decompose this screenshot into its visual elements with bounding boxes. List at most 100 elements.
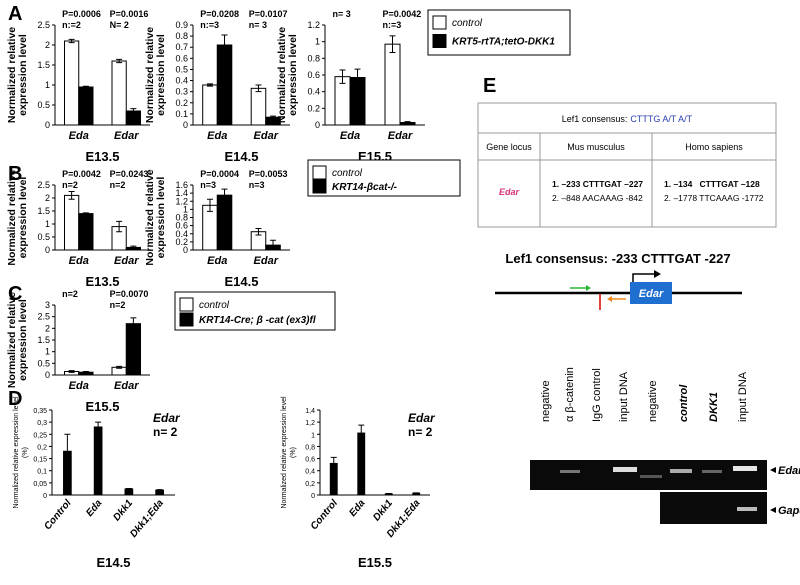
table-header: Mus musculus (567, 142, 625, 152)
bar (111, 60, 127, 126)
y-axis-label: Normalized relative (6, 169, 18, 265)
legend-box (427, 9, 571, 56)
error-bar (82, 212, 89, 215)
y-axis-label: expression level (287, 34, 299, 116)
annotation: n:=2 (62, 20, 81, 30)
y-tick-label: 1.2 (175, 196, 188, 206)
panel-letter: C (8, 283, 22, 305)
bar (250, 87, 267, 126)
subtitle: E13.5 (86, 149, 120, 164)
y-axis-label: Normalized relative (6, 27, 18, 123)
y-tick-label: 0.1 (175, 109, 188, 119)
y-tick-label: 0,8 (305, 444, 315, 451)
y-tick-label: 3 (45, 300, 50, 310)
legend-label: control (452, 18, 483, 29)
y-axis-label: Normalized relative (144, 169, 156, 265)
bar (216, 194, 233, 251)
y-tick-label: 0.5 (37, 100, 50, 110)
gene-box-label: Edar (639, 288, 664, 300)
legend-box (307, 159, 461, 197)
table-cell: 1. –134 CTTTGAT –128 (664, 179, 760, 189)
panel-letter: D (8, 388, 22, 410)
legend-label: KRT5-rtTA;tetO-DKK1 (452, 37, 555, 48)
error-bar (68, 370, 75, 373)
y-axis-label: Normalized relative expression level (13, 396, 20, 508)
bar (202, 84, 218, 126)
error-bar (68, 191, 75, 200)
bar (384, 43, 401, 126)
lane-label: input DNA (618, 371, 630, 422)
table-gene: Edar (499, 187, 520, 197)
table-cell: 2. –1778 TTCAAAG -1772 (664, 193, 764, 203)
y-tick-label: 0,3 (37, 420, 47, 427)
x-tick-label: Control (42, 498, 73, 532)
error-bar (130, 108, 137, 114)
error-bar (64, 433, 71, 469)
subtitle: E15.5 (86, 399, 120, 414)
y-tick-label: 0 (183, 245, 188, 255)
y-tick-label: 0 (183, 120, 188, 130)
error-bar (130, 245, 137, 250)
annotation: P=0.0053 (249, 169, 288, 179)
y-tick-label: 0.5 (37, 358, 50, 368)
annotation: P=0.0004 (200, 169, 239, 179)
gene-diagram (495, 270, 742, 310)
y-tick-label: 0,15 (33, 457, 47, 464)
y-tick-label: 0,05 (33, 481, 47, 488)
y-tick-label: 0 (45, 370, 50, 380)
y-tick-label: 1,4 (305, 408, 315, 415)
legend-label: control (199, 300, 230, 311)
y-tick-label: 0,35 (33, 408, 47, 415)
y-tick-label: 0.2 (307, 103, 320, 113)
error-bar (255, 84, 262, 93)
y-tick-label: 0,4 (305, 469, 315, 476)
y-tick-label: 1 (45, 80, 50, 90)
panel-letter: B (8, 163, 22, 185)
lane-label: input DNA (737, 371, 749, 422)
y-tick-label: 1.5 (37, 206, 50, 216)
bar (93, 426, 103, 496)
x-tick-label: Edar (114, 130, 139, 142)
annotation: n=3 (249, 180, 265, 190)
y-tick-label: 2.5 (37, 180, 50, 190)
x-tick-label: Eda (84, 498, 104, 519)
error-bar (82, 371, 89, 374)
panel-letter: A (8, 3, 22, 25)
annotation: n=3 (200, 180, 216, 190)
y-tick-label: 0.3 (175, 87, 188, 97)
bar (216, 44, 233, 126)
y-axis-label: Normalized relative (6, 292, 18, 388)
lane-label: DKK1 (708, 392, 720, 422)
annotation: P=0.0208 (200, 9, 239, 19)
x-tick-label: Eda (347, 498, 367, 519)
x-tick-label: Edar (254, 255, 279, 267)
y-tick-label: 0,2 (305, 481, 315, 488)
annotation: n= 3 (249, 20, 267, 30)
bar (64, 194, 80, 251)
lane-label: α β-catenin (564, 367, 576, 422)
error-bar (206, 83, 213, 87)
annotation: n:=3 (383, 20, 402, 30)
bar (125, 323, 141, 376)
x-tick-label: Control (309, 498, 340, 532)
y-tick-label: 0.2 (175, 237, 188, 247)
y-tick-label: 0.9 (175, 20, 188, 30)
y-axis-label: Normalized relative (276, 27, 288, 123)
note: Edar (153, 411, 181, 425)
y-tick-label: 0.4 (175, 229, 188, 239)
y-tick-label: 0.5 (37, 232, 50, 242)
lane-label: negative (647, 380, 659, 422)
y-tick-label: 0.8 (175, 213, 188, 223)
annotation: n:=3 (200, 20, 219, 30)
error-bar (221, 188, 228, 202)
subtitle: E14.5 (97, 555, 131, 570)
annotation: n=2 (62, 289, 78, 299)
y-tick-label: 0,2 (37, 444, 47, 451)
x-tick-label: Eda (69, 380, 89, 392)
y-axis-label: expression level (17, 34, 29, 116)
y-tick-label: 0,25 (33, 432, 47, 439)
y-tick-label: 1.6 (175, 180, 188, 190)
lane-labels: negative α β-catenin IgG control input D… (540, 367, 749, 422)
y-tick-label: 0 (45, 120, 50, 130)
